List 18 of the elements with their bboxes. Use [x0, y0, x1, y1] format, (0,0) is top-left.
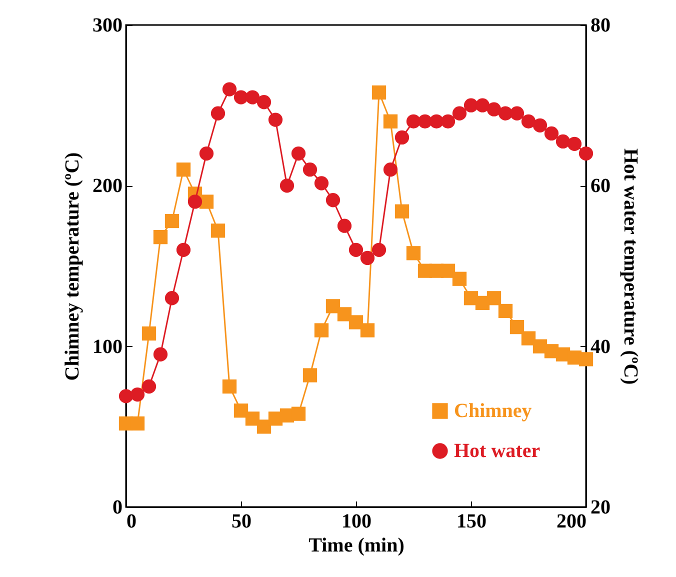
y-tick-label: 300 [92, 14, 122, 36]
y2-tick-label: 80 [590, 14, 610, 36]
y-tick-label: 200 [92, 175, 122, 198]
y2-tick-label: 20 [590, 496, 610, 518]
x-tick-label: 200 [556, 510, 586, 532]
y-tick-label: 0 [112, 496, 122, 518]
y2-tick-label: 60 [590, 175, 610, 198]
x-tick-label: 0 [126, 510, 136, 532]
y2-tick-label: 40 [590, 336, 610, 358]
legend-label: Hot water [454, 440, 540, 462]
legend-label: Chimney [454, 400, 532, 422]
x-tick-label: 150 [456, 510, 486, 532]
x-tick-label: 100 [342, 510, 372, 532]
x-axis-title: Time (min) [308, 534, 404, 556]
x-tick-label: 50 [232, 510, 252, 532]
y-axis-title: Chimney temperature (ºC) [62, 152, 84, 381]
y-tick-label: 100 [92, 336, 122, 358]
y2-axis-title: Hot water temperature (ºC) [620, 148, 642, 385]
